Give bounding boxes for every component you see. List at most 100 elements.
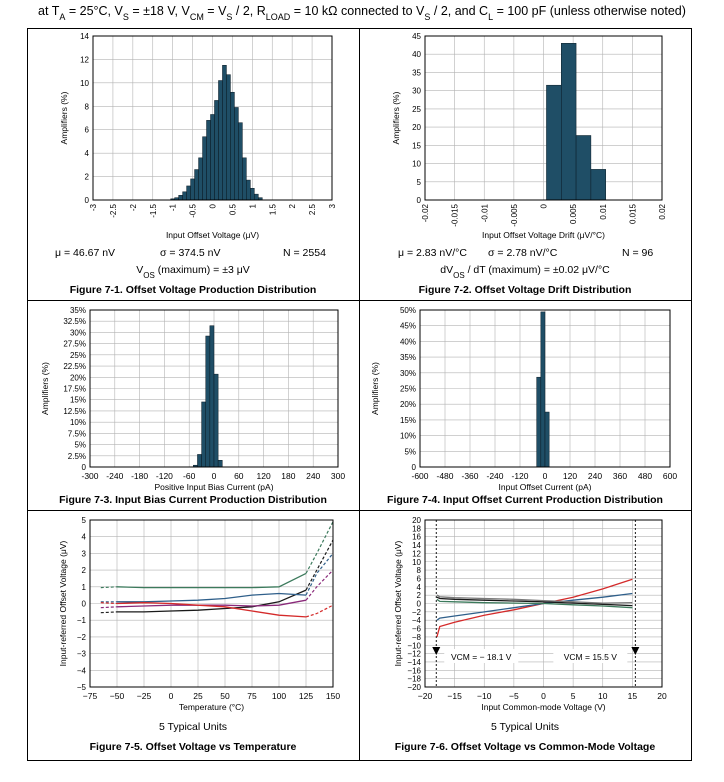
histogram-bar (194, 169, 199, 201)
x-tick-label: -0.015 (451, 203, 460, 226)
x-tick-label: 240 (306, 471, 320, 481)
panel-f71 (27, 28, 360, 301)
y-tick-label: 0 (85, 196, 90, 205)
y-tick-label: 4 (82, 533, 87, 542)
x-tick-label: −10 (477, 691, 492, 701)
chart-offset-current-distribution: 0 5% 10% 15% 20% 25% 30% 35% 40% 45% 50% -600 -480 -3… (370, 306, 677, 492)
plot-frame (424, 519, 663, 688)
histogram-bar (536, 376, 542, 468)
panel-grid (27, 28, 692, 761)
x-tick-label: -60 (183, 471, 196, 481)
panel-f76 (359, 510, 692, 761)
plot-frame (89, 309, 339, 468)
y-tick-label: 15% (400, 416, 416, 425)
y-tick-label: 20% (400, 400, 416, 409)
y-tick-label: 2 (85, 173, 90, 182)
x-tick-label: 20 (657, 691, 667, 701)
series-line-extended-high (305, 569, 334, 601)
y-axis-label: Amplifiers (%) (59, 91, 69, 144)
y-tick-label: 2 (417, 591, 422, 600)
x-tick-label: −75 (83, 691, 98, 701)
x-tick-label: -360 (461, 471, 478, 481)
y-tick-label: −1 (77, 616, 87, 625)
panel-f72 (359, 28, 692, 301)
y-axis-label: Input-referred Offset Voltage (μV) (393, 540, 403, 666)
x-tick-label: −50 (110, 691, 125, 701)
x-tick-label: 5 (571, 691, 576, 701)
x-tick-label: -0.5 (189, 203, 198, 217)
y-tick-label: 7.5% (68, 429, 86, 438)
x-tick-label: 50 (220, 691, 230, 701)
x-tick-label: 10 (598, 691, 608, 701)
series-line-extended-low (100, 606, 118, 609)
f75-caption: Figure 7-5. Offset Voltage vs Temperatur… (90, 741, 297, 753)
histogram-bar (540, 311, 546, 468)
y-tick-label: 8 (417, 566, 422, 575)
y-tick-label: 4 (85, 149, 90, 158)
x-tick-label: -0.005 (510, 203, 519, 226)
histogram-bar (205, 335, 211, 468)
y-tick-label: 35% (400, 353, 416, 362)
chart-offset-voltage-distribution: 0 2 4 6 8 10 12 14 -3 -2.5 -2 -1.5 -1 -0.5 0 0.5 1 1.5 2 2.… (59, 32, 337, 240)
x-tick-label: 0.5 (228, 203, 237, 215)
series-line (117, 592, 307, 603)
series-line-extended-high (305, 539, 334, 591)
y-tick-label: −20 (407, 683, 421, 692)
f72-caption: Figure 7-2. Offset Voltage Drift Distrib… (419, 284, 632, 296)
x-tick-label: 1 (248, 203, 257, 208)
y-tick-label: −18 (407, 675, 421, 684)
x-tick-label: -0.01 (480, 203, 489, 222)
x-tick-label: 360 (613, 471, 627, 481)
y-axis-label: Amplifiers (%) (370, 362, 380, 415)
annotation-arrow (631, 647, 640, 655)
y-tick-label: −16 (407, 666, 421, 675)
x-tick-label: -240 (486, 471, 503, 481)
annotation-label: VCM = − 18.1 V (451, 652, 512, 662)
x-tick-label: 125 (299, 691, 313, 701)
y-tick-label: 27.5% (63, 340, 86, 349)
x-tick-label: -1.5 (149, 203, 158, 217)
y-tick-label: 10 (80, 79, 89, 88)
histogram-bar (217, 460, 223, 468)
y-tick-label: 2.5% (68, 452, 86, 461)
x-tick-label: 0 (543, 471, 548, 481)
x-tick-label: 120 (563, 471, 577, 481)
x-tick-label: -3 (89, 203, 98, 211)
y-tick-label: −3 (77, 650, 87, 659)
plot-frame (424, 35, 663, 201)
histogram-bar (544, 411, 550, 468)
x-tick-label: −20 (418, 691, 433, 701)
y-tick-label: 5 (82, 516, 87, 525)
y-tick-label: 45 (412, 32, 421, 41)
y-tick-label: 10 (412, 558, 421, 567)
y-tick-label: 20 (412, 123, 421, 132)
x-tick-label: 600 (663, 471, 677, 481)
y-tick-label: 40% (400, 337, 416, 346)
annotation-arrow (432, 647, 441, 655)
y-tick-label: 12.5% (63, 407, 86, 416)
histogram-bar (210, 114, 215, 201)
histogram-bar (246, 179, 251, 201)
histogram-bar (226, 74, 231, 201)
y-tick-label: −14 (407, 658, 421, 667)
histogram-bar (561, 43, 577, 201)
y-tick-label: 30% (400, 369, 416, 378)
x-tick-label: -1 (169, 203, 178, 211)
f71-caption: Figure 7-1. Offset Voltage Production Di… (70, 284, 317, 296)
histogram-bar (590, 169, 606, 201)
y-tick-label: 10 (412, 160, 421, 169)
f71-stat-mean: μ = 46.67 nV (55, 247, 115, 259)
histogram-bar (575, 135, 592, 201)
y-tick-label: 0 (82, 463, 87, 472)
y-tick-label: −2 (412, 608, 422, 617)
y-tick-label: 15 (412, 141, 421, 150)
annotation-box (444, 649, 519, 663)
x-axis-label: Input Offset Voltage Drift (μV/°C) (482, 230, 605, 240)
histogram-bar (178, 195, 183, 201)
x-tick-label: 60 (234, 471, 244, 481)
y-tick-label: 0 (412, 463, 417, 472)
x-tick-label: 1.5 (268, 203, 277, 215)
histogram-bar (230, 91, 235, 201)
y-axis-label: Input-referred Offset Voltage (μV) (58, 540, 68, 666)
chart-offset-vs-common-mode: VCM = − 18.1 V VCM = 15.5 V−20−18−16−14−1… (393, 516, 667, 712)
